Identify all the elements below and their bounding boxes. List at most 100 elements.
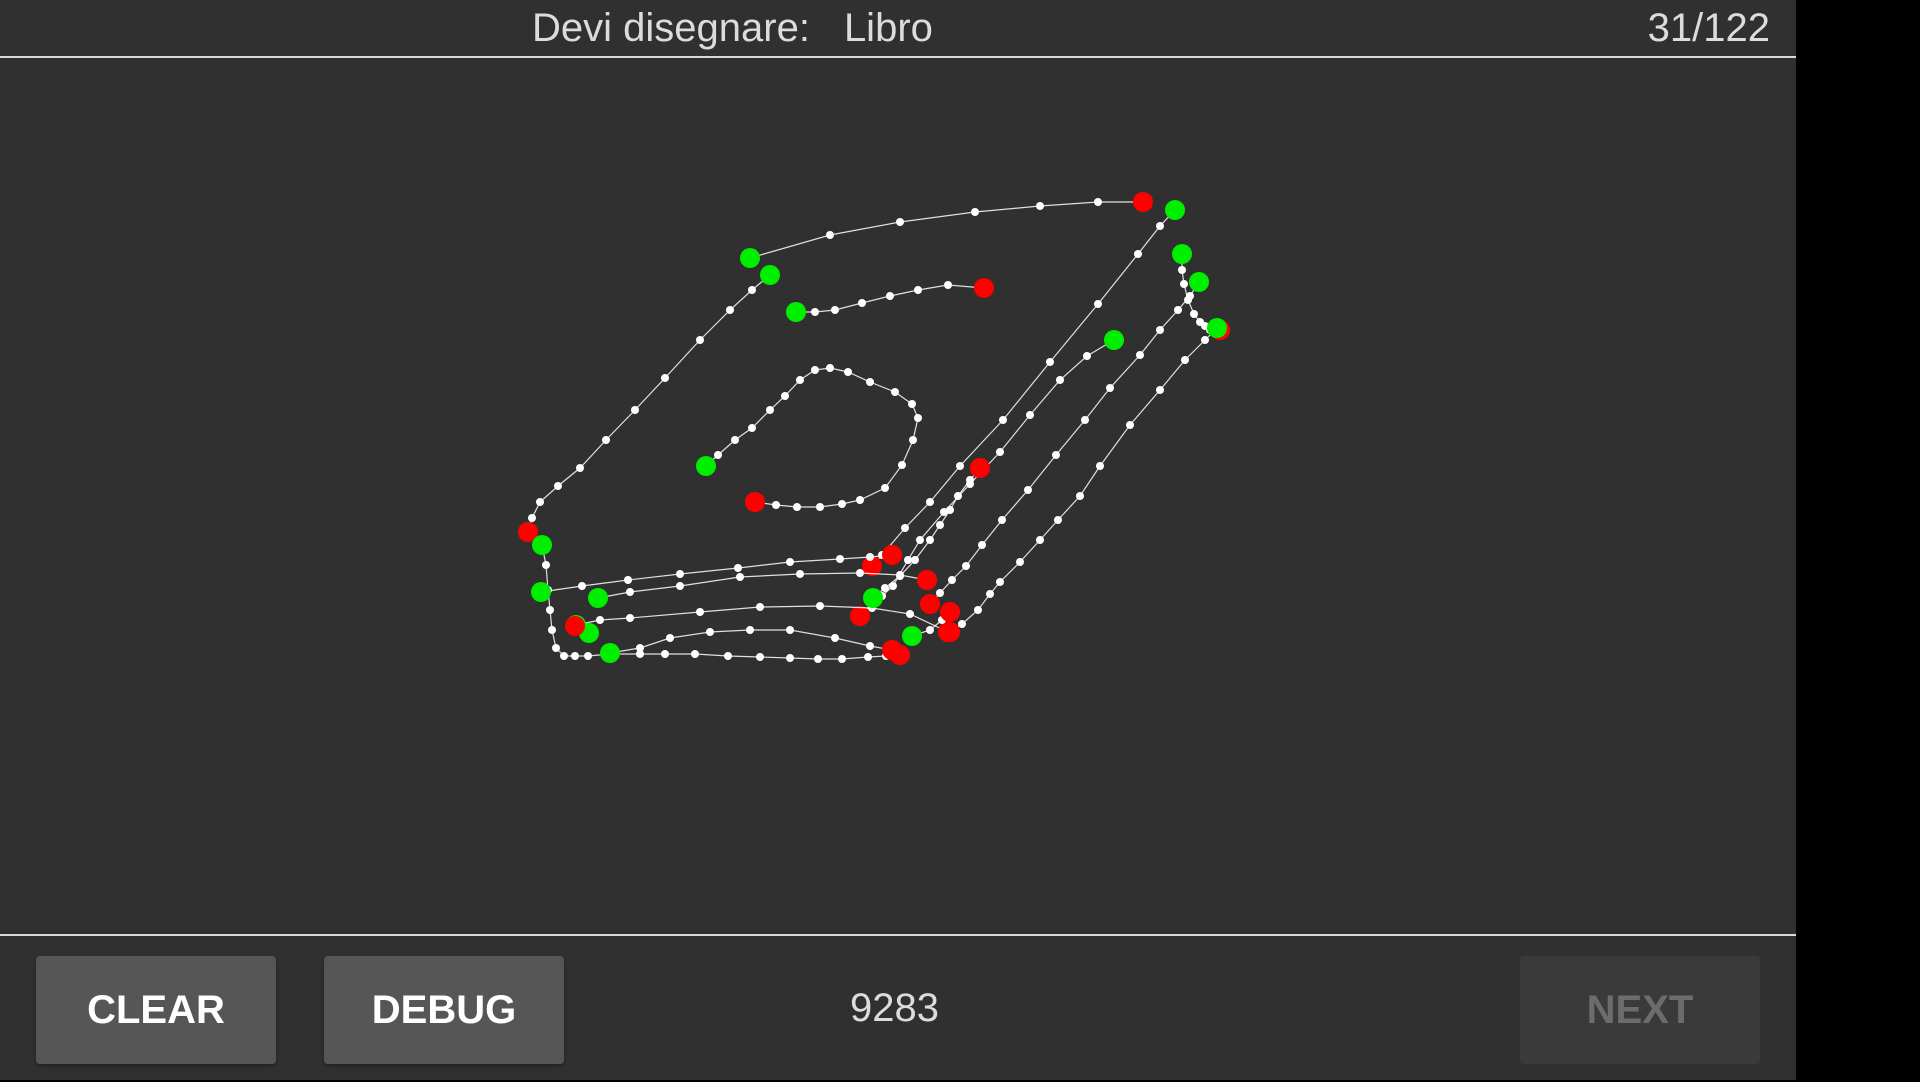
- clear-button[interactable]: CLEAR: [36, 956, 276, 1064]
- drawing-canvas[interactable]: [0, 58, 1796, 934]
- stroke-point: [1094, 300, 1102, 308]
- stroke-point: [734, 564, 742, 572]
- stroke-point: [962, 562, 970, 570]
- stroke-point: [786, 654, 794, 662]
- stroke-start-point: [532, 535, 552, 555]
- stroke-start-point: [786, 302, 806, 322]
- stroke-point: [786, 626, 794, 634]
- stroke-point: [1094, 198, 1102, 206]
- score-value: 9283: [850, 986, 939, 1030]
- stroke-point: [796, 376, 804, 384]
- stroke-point: [866, 378, 874, 386]
- stroke-point: [838, 655, 846, 663]
- stroke-point: [661, 650, 669, 658]
- stroke-point: [909, 436, 917, 444]
- stroke-end-point: [1133, 192, 1153, 212]
- stroke-point: [811, 366, 819, 374]
- stroke-point: [1081, 416, 1089, 424]
- stroke-point: [1156, 386, 1164, 394]
- stroke-end-point: [970, 458, 990, 478]
- sketch-stroke: [749, 201, 1143, 259]
- stroke-end-point: [862, 556, 882, 576]
- stroke-point: [626, 614, 634, 622]
- stroke-end-point: [938, 622, 958, 642]
- top-bar: Devi disegnare: Libro 31/122: [0, 0, 1796, 58]
- stroke-point: [626, 588, 634, 596]
- stroke-point: [1096, 462, 1104, 470]
- stroke-point: [772, 501, 780, 509]
- stroke-point: [856, 569, 864, 577]
- stroke-point: [864, 653, 872, 661]
- stroke-point: [1083, 352, 1091, 360]
- stroke-point: [1036, 536, 1044, 544]
- stroke-point: [793, 503, 801, 511]
- stroke-end-point: [745, 492, 765, 512]
- stroke-start-point: [902, 626, 922, 646]
- stroke-point: [1076, 492, 1084, 500]
- stroke-point: [1156, 326, 1164, 334]
- stroke-point: [554, 482, 562, 490]
- sketch-stroke: [872, 467, 981, 599]
- stroke-point: [1174, 306, 1182, 314]
- stroke-point: [936, 589, 944, 597]
- stroke-point: [584, 652, 592, 660]
- stroke-point: [560, 652, 568, 660]
- stroke-point: [881, 484, 889, 492]
- stroke-point: [596, 616, 604, 624]
- sketch-stroke: [597, 572, 928, 599]
- stroke-start-point: [1172, 244, 1192, 264]
- stroke-point: [898, 461, 906, 469]
- stroke-point: [926, 536, 934, 544]
- sketch-stroke: [871, 209, 1176, 567]
- sketch-stroke: [949, 327, 1218, 633]
- stroke-point: [756, 653, 764, 661]
- prompt: Devi disegnare: Libro: [532, 6, 933, 51]
- stroke-point: [974, 606, 982, 614]
- debug-button[interactable]: DEBUG: [324, 956, 564, 1064]
- stroke-point: [866, 642, 874, 650]
- stroke-point: [831, 306, 839, 314]
- stroke-point: [1201, 336, 1209, 344]
- stroke-start-point: [600, 643, 620, 663]
- stroke-start-point: [863, 588, 883, 608]
- stroke-point: [1190, 310, 1198, 318]
- stroke-point: [528, 514, 536, 522]
- stroke-point: [996, 578, 1004, 586]
- stroke-point: [1181, 356, 1189, 364]
- stroke-point: [826, 231, 834, 239]
- stroke-point: [896, 218, 904, 226]
- stroke-point: [766, 406, 774, 414]
- sketch-drawing: [518, 192, 1230, 665]
- stroke-end-point: [917, 570, 937, 590]
- stroke-point: [1186, 292, 1194, 300]
- stroke-point: [901, 524, 909, 532]
- next-button[interactable]: NEXT: [1520, 956, 1760, 1064]
- stroke-point: [602, 436, 610, 444]
- stroke-point: [844, 368, 852, 376]
- stroke-point: [996, 448, 1004, 456]
- stroke-point: [978, 541, 986, 549]
- stroke-start-point: [1104, 330, 1124, 350]
- stroke-point: [914, 414, 922, 422]
- stroke-point: [926, 626, 934, 634]
- stroke-point: [814, 655, 822, 663]
- stroke-point: [936, 521, 944, 529]
- stroke-point: [691, 650, 699, 658]
- stroke-point: [1136, 351, 1144, 359]
- stroke-start-point: [1189, 272, 1209, 292]
- stroke-point: [914, 286, 922, 294]
- stroke-point: [548, 626, 556, 634]
- stroke-point: [889, 582, 897, 590]
- stroke-point: [1056, 376, 1064, 384]
- stroke-point: [811, 308, 819, 316]
- stroke-point: [916, 536, 924, 544]
- stroke-point: [1106, 384, 1114, 392]
- stroke-point: [896, 572, 904, 580]
- stroke-point: [726, 306, 734, 314]
- stroke-point: [546, 606, 554, 614]
- stroke-end-point: [850, 606, 870, 626]
- stroke-point: [948, 576, 956, 584]
- stroke-point: [696, 336, 704, 344]
- stroke-point: [946, 506, 954, 514]
- stroke-point: [1180, 280, 1188, 288]
